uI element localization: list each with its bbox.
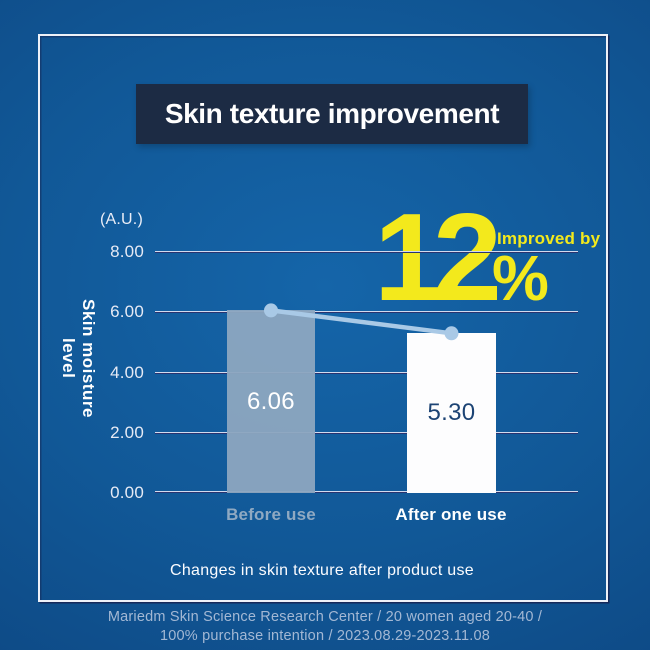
percent-sign: % xyxy=(492,242,549,314)
y-tick-label: 2.00 xyxy=(110,423,144,442)
footer-line-2: 100% purchase intention / 2023.08.29-202… xyxy=(160,628,490,644)
footer-line-1: Mariedm Skin Science Research Center / 2… xyxy=(107,609,543,625)
gridline xyxy=(155,371,578,374)
improvement-label: Improved by xyxy=(497,229,601,248)
chart-title: Skin texture improvement xyxy=(164,98,500,129)
data-point-dot xyxy=(264,303,278,318)
bar-before-use: 6.06 xyxy=(227,310,315,493)
x-label-before-use: Before use xyxy=(226,505,316,524)
axis-unit-label: (A.U.) xyxy=(100,211,143,228)
plot-area: 6.06 5.30 xyxy=(155,251,578,493)
y-tick-label: 4.00 xyxy=(110,363,144,382)
gridline xyxy=(155,491,578,493)
data-point-dot xyxy=(444,326,459,341)
footer-credit: Mariedm Skin Science Research Center / 2… xyxy=(0,608,650,646)
trend-connector-svg xyxy=(264,303,459,341)
y-tick-label: 0.00 xyxy=(110,483,144,502)
x-label-after-one-use: After one use xyxy=(395,505,507,524)
bar-value-label: 5.30 xyxy=(427,399,476,427)
gridline xyxy=(155,251,578,253)
improvement-number: 12 xyxy=(374,189,502,327)
chart-caption: Changes in skin texture after product us… xyxy=(169,562,475,579)
trend-line xyxy=(268,308,454,336)
y-tick-label: 8.00 xyxy=(110,242,144,261)
gridline xyxy=(155,311,578,313)
content-frame-border xyxy=(38,34,608,602)
bar-value-label: 6.06 xyxy=(247,387,295,415)
y-axis-label: Skin moisture level xyxy=(59,298,98,418)
title-box: Skin texture improvement xyxy=(136,84,528,144)
y-tick-label: 6.00 xyxy=(110,302,144,321)
gridline xyxy=(155,432,578,434)
bar-after-one-use: 5.30 xyxy=(407,333,496,493)
